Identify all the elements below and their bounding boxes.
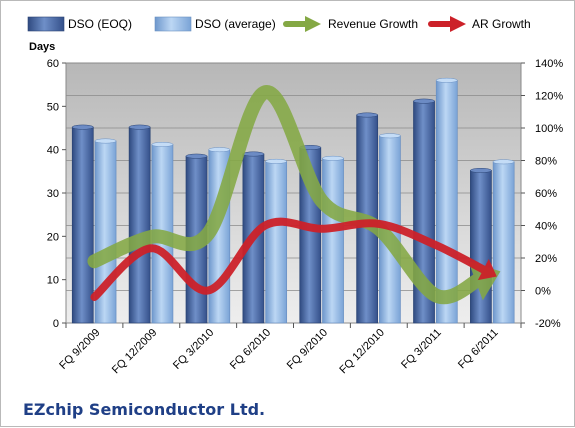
bar [71, 124, 94, 324]
ar-growth-line-arrowhead [477, 258, 497, 281]
bar [265, 158, 288, 324]
y2-tick-label: 140% [535, 58, 563, 70]
y2-tick-label: 40% [535, 221, 557, 233]
y-tick-label: 20 [47, 231, 59, 243]
y-axis-title: Days [29, 41, 55, 53]
y-tick-label: 30 [47, 188, 59, 200]
legend-label-revenue-growth: Revenue Growth [328, 17, 418, 31]
legend-swatch-dso-eoq [27, 16, 65, 32]
y-tick-label: 0 [53, 318, 59, 330]
bar [435, 77, 458, 324]
legend-label-dso-average: DSO (average) [195, 17, 276, 31]
y2-tick-label: 20% [535, 253, 557, 265]
line-series [87, 85, 501, 305]
y2-tick-label: 100% [535, 123, 563, 135]
bar [128, 124, 151, 324]
legend-swatch-ar-growth [428, 16, 466, 32]
x-tick-label: FQ 9/2009 [57, 327, 102, 372]
x-tick-label: FQ 12/2009 [110, 327, 160, 377]
y2-tick-label: -20% [535, 318, 561, 330]
y2-axis-ticks: -20% 0% 20% 40% 60% 80% 100% 120% 140% [521, 58, 563, 330]
y2-tick-label: 0% [535, 286, 551, 298]
x-tick-label: FQ 12/2010 [337, 327, 387, 377]
x-tick-label: FQ 3/2011 [399, 327, 444, 372]
x-tick-label: FQ 3/2010 [171, 327, 216, 372]
bar [470, 168, 492, 324]
y2-tick-label: 120% [535, 91, 563, 103]
legend-swatch-revenue-growth [283, 16, 321, 32]
bar [492, 159, 515, 324]
legend-label-dso-eoq: DSO (EOQ) [68, 17, 132, 31]
legend: DSO (EOQ) DSO (average) Revenue Growth A… [27, 16, 531, 32]
y-tick-label: 40 [47, 145, 59, 157]
legend-label-ar-growth: AR Growth [472, 17, 531, 31]
x-tick-label: FQ 9/2010 [285, 327, 330, 372]
y-tick-label: 60 [47, 58, 59, 70]
bar [322, 155, 344, 324]
company-name: EZchip Semiconductor Ltd. [23, 400, 265, 419]
y-tick-label: 50 [47, 101, 59, 113]
x-tick-label: FQ 6/2011 [456, 327, 501, 372]
legend-swatch-dso-average [154, 16, 192, 32]
x-tick-label: FQ 6/2010 [228, 327, 273, 372]
y-tick-label: 10 [47, 275, 59, 287]
ar-growth-line [90, 217, 497, 301]
y-axis-ticks: 0 10 20 30 40 50 60 [47, 58, 66, 330]
y2-tick-label: 80% [535, 156, 557, 168]
x-axis-ticks: FQ 9/2009 FQ 12/2009 FQ 3/2010 FQ 6/2010 FQ … [57, 323, 522, 377]
y2-tick-label: 60% [535, 188, 557, 200]
